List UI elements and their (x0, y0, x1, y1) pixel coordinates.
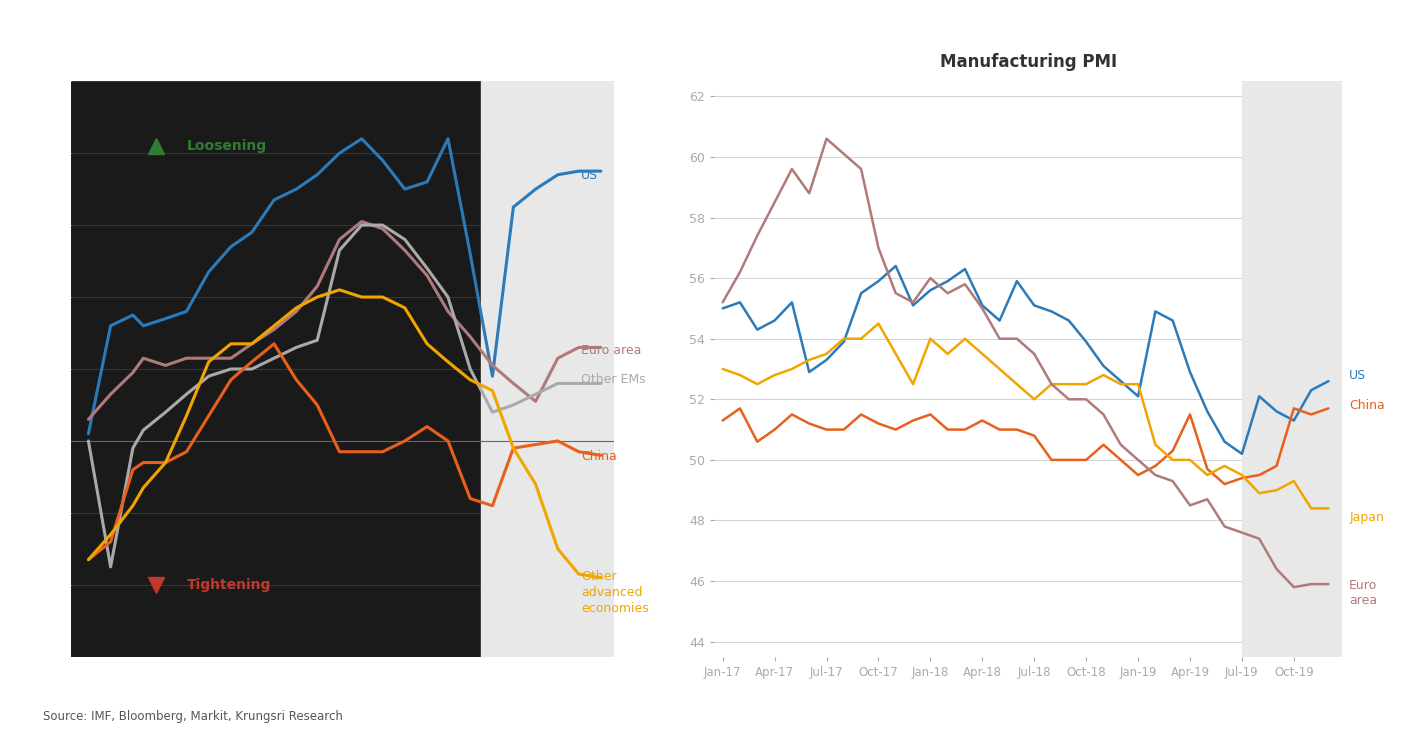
Y-axis label: Index: Index (20, 352, 33, 386)
Title: Manufacturing PMI: Manufacturing PMI (940, 53, 1117, 72)
Text: Tightening: Tightening (187, 578, 271, 592)
Text: Euro area: Euro area (581, 344, 641, 356)
Text: Source: IMF, Bloomberg, Markit, Krungsri Research: Source: IMF, Bloomberg, Markit, Krungsri… (43, 710, 343, 723)
Text: Other EMs: Other EMs (581, 373, 645, 385)
Text: China: China (581, 449, 617, 463)
Text: Japan: Japan (1349, 511, 1384, 524)
Title: Global financial conditions
(Standard deviation from mean): Global financial conditions (Standard de… (210, 41, 476, 73)
Text: Other
advanced
economies: Other advanced economies (581, 570, 650, 615)
Bar (481, 81, 614, 657)
Text: Loosening: Loosening (187, 139, 267, 153)
Bar (1242, 81, 1342, 657)
Text: US: US (581, 169, 598, 182)
Text: US: US (1349, 368, 1367, 382)
Text: China: China (1349, 399, 1385, 412)
Text: Euro
area: Euro area (1349, 579, 1378, 607)
